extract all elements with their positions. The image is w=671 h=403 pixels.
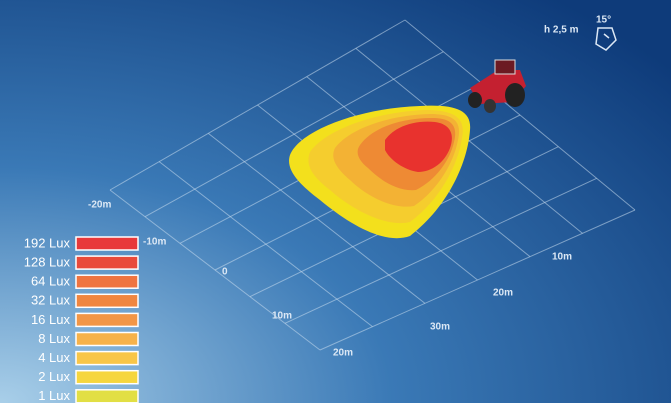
legend-swatch bbox=[75, 389, 139, 403]
axis-label: 20m bbox=[333, 348, 353, 359]
legend-swatch bbox=[75, 369, 139, 385]
legend-swatch bbox=[75, 293, 139, 309]
legend: 192 Lux 128 Lux 64 Lux 32 Lux 16 Lux 8 Lux 4 L… bbox=[24, 235, 139, 403]
axis-label: -10m bbox=[143, 237, 166, 248]
legend-label: 128 Lux bbox=[24, 255, 71, 270]
grid-line bbox=[284, 177, 597, 324]
angle-note: 15° bbox=[596, 15, 611, 26]
legend-label: 1 Lux bbox=[38, 388, 70, 403]
height-note: h 2,5 m bbox=[544, 25, 579, 36]
axis-label: 20m bbox=[493, 288, 513, 299]
legend-label: 2 Lux bbox=[38, 369, 70, 384]
axis-label: 30m bbox=[430, 322, 450, 333]
axis-label: 10m bbox=[552, 252, 572, 263]
zone-5 bbox=[385, 121, 452, 172]
grid-line bbox=[319, 209, 636, 351]
legend-label: 192 Lux bbox=[24, 235, 71, 250]
axis-label: -20m bbox=[88, 200, 111, 211]
legend-swatch bbox=[75, 331, 139, 347]
light-pattern bbox=[289, 105, 471, 239]
legend-label: 32 Lux bbox=[31, 293, 71, 308]
angle-icon bbox=[595, 27, 617, 51]
legend-swatch bbox=[75, 350, 139, 366]
legend-swatch bbox=[75, 312, 139, 328]
legend-label: 16 Lux bbox=[31, 312, 71, 327]
tractor bbox=[468, 59, 526, 113]
legend-swatch bbox=[75, 236, 139, 251]
legend-label: 4 Lux bbox=[38, 350, 70, 365]
axis-label: 0 bbox=[222, 267, 228, 278]
legend-label: 64 Lux bbox=[31, 274, 71, 289]
grid-line bbox=[404, 19, 636, 211]
legend-label: 8 Lux bbox=[38, 331, 70, 346]
legend-swatch bbox=[75, 274, 139, 289]
axis-label: 10m bbox=[272, 311, 292, 322]
legend-swatch bbox=[75, 255, 139, 270]
